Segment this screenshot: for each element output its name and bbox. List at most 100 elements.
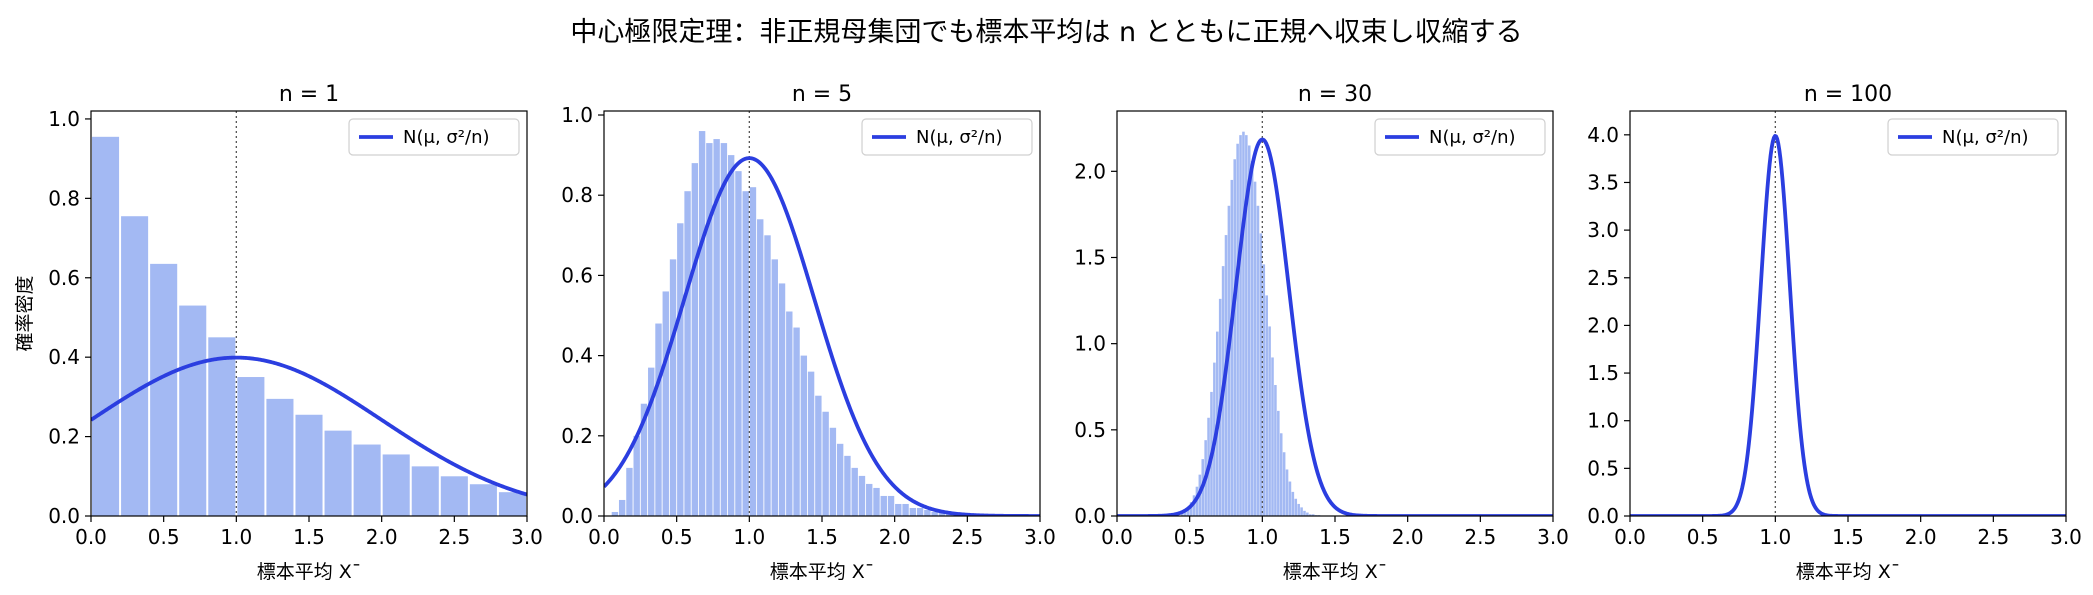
- hist-bar: [757, 219, 764, 516]
- hist-bar: [742, 191, 749, 516]
- axes-frame: [1629, 110, 2067, 517]
- panel-title: n = 30: [1298, 82, 1372, 107]
- panel-1: 0.0 0.5 1.0 1.5 2.0 2.5 3.0 0.0 0.2 0.4 0.6 0.8 1.0 n…: [14, 82, 543, 583]
- hist-bar: [208, 337, 236, 516]
- x-tick-label: 3.0: [1537, 525, 1569, 549]
- figure-suptitle: 中心極限定理：非正規母集団でも標本平均は n とともに正規へ収束し収縮する: [570, 17, 1523, 48]
- hist-bar: [1227, 205, 1231, 516]
- y-tick-label: 1.5: [1074, 245, 1106, 269]
- hist-bar: [1186, 507, 1190, 516]
- y-tick-label: 0.8: [561, 183, 593, 207]
- y-tick-label: 1.0: [48, 107, 80, 131]
- hist-bar: [749, 187, 757, 516]
- hist-bar: [324, 430, 352, 516]
- legend-box: [1374, 118, 1546, 156]
- hist-bar: [92, 136, 120, 516]
- hist-bar: [1192, 495, 1196, 516]
- x-tick-label: 2.0: [879, 525, 911, 549]
- hist-bar: [916, 507, 924, 516]
- y-axis-label: 確率密度: [14, 275, 36, 351]
- hist-bar: [684, 191, 691, 516]
- y-tick-label: 4.0: [1587, 123, 1619, 147]
- axes-frame: [1116, 110, 1554, 517]
- y-tick-label: 0.4: [48, 345, 80, 369]
- x-tick-label: 0.0: [1614, 525, 1646, 549]
- normal-curve: [1117, 137, 1553, 516]
- x-tick-label: 0.5: [661, 525, 693, 549]
- hist-bar: [800, 355, 808, 516]
- y-tick-label: 0.2: [48, 425, 80, 449]
- hist-bar: [1306, 512, 1309, 516]
- hist-bar: [938, 511, 946, 516]
- hist-bar: [1253, 181, 1257, 516]
- hist-bar: [764, 235, 771, 516]
- hist-bar: [1265, 295, 1268, 516]
- hist-bar: [677, 223, 684, 516]
- x-tick-label: 0.5: [1687, 525, 1719, 549]
- y-tick-label: 0.4: [561, 344, 593, 368]
- hist-bar: [1291, 491, 1295, 516]
- hist-bar: [1300, 507, 1303, 516]
- legend-box: [861, 118, 1033, 156]
- hist-bar: [1277, 410, 1280, 516]
- hist-bar: [1297, 503, 1300, 516]
- x-tick-label: 0.0: [1101, 525, 1133, 549]
- x-tick-label: 0.5: [148, 525, 180, 549]
- hist-bar: [778, 283, 786, 516]
- hist-bar: [266, 398, 294, 516]
- x-tick-label: 1.0: [1246, 525, 1278, 549]
- hist-bar: [1184, 510, 1187, 516]
- x-axis-label: 標本平均 X¯: [1796, 561, 1901, 583]
- panel-2: 0.0 0.5 1.0 1.5 2.0 2.5 3.0 0.0 0.2 0.4 0.6 0.8 1.0 n…: [561, 82, 1056, 583]
- hist-bar: [807, 371, 815, 516]
- panel-title: n = 5: [792, 82, 852, 107]
- hist-bar: [858, 475, 866, 516]
- hist-bar: [909, 507, 917, 516]
- hist-bar: [150, 263, 178, 516]
- x-tick-label: 1.5: [1319, 525, 1351, 549]
- y-tick-label: 0.0: [1587, 504, 1619, 528]
- x-tick-label: 2.5: [1464, 525, 1496, 549]
- y-tick-label: 0.8: [48, 186, 80, 210]
- x-tick-label: 1.5: [1832, 525, 1864, 549]
- hist-bar: [945, 513, 953, 516]
- hist-bar: [793, 327, 800, 516]
- legend-label: N(μ, σ²/n): [403, 127, 490, 148]
- x-axis-label: 標本平均 X¯: [1283, 561, 1388, 583]
- hist-bar: [1242, 131, 1245, 516]
- x-tick-label: 3.0: [511, 525, 543, 549]
- hist-bar: [179, 305, 207, 516]
- hist-bar: [662, 291, 669, 516]
- y-tick-label: 0.2: [561, 424, 593, 448]
- hist-bar: [822, 411, 829, 516]
- plot-area: [91, 111, 527, 516]
- plot-area: [1117, 111, 1553, 516]
- hist-bar: [836, 443, 844, 516]
- y-tick-label: 0.0: [561, 504, 593, 528]
- x-tick-label: 2.0: [1392, 525, 1424, 549]
- x-tick-label: 2.5: [1977, 525, 2009, 549]
- y-tick-label: 3.5: [1587, 170, 1619, 194]
- y-tick-label: 0.0: [48, 504, 80, 528]
- hist-bar: [1303, 510, 1306, 516]
- hist-bar: [353, 444, 381, 516]
- legend-label: N(μ, σ²/n): [916, 127, 1003, 148]
- hist-bar: [626, 467, 633, 516]
- hist-bar: [720, 143, 728, 516]
- hist-bar: [669, 259, 677, 516]
- hist-bar: [1279, 433, 1283, 516]
- hist-bar: [498, 492, 526, 516]
- normal-curve: [91, 355, 527, 497]
- y-tick-label: 3.0: [1587, 218, 1619, 242]
- hist-bar: [1236, 143, 1239, 516]
- y-tick-label: 1.0: [561, 103, 593, 127]
- panel-3: 0.0 0.5 1.0 1.5 2.0 2.5 3.0 0.0 0.5 1.0 1.5 2.0 n = …: [1074, 82, 1569, 583]
- hist-bar: [1274, 385, 1277, 516]
- hist-bar: [815, 395, 822, 516]
- hist-bar: [382, 454, 410, 516]
- hist-bar: [440, 476, 468, 516]
- panel-4: 0.0 0.5 1.0 1.5 2.0 2.5 3.0 0.0 0.5 1.0 1.5 2.0 2.5 3…: [1587, 82, 2082, 583]
- hist-bar: [1181, 512, 1184, 516]
- normal-curve: [604, 156, 1040, 516]
